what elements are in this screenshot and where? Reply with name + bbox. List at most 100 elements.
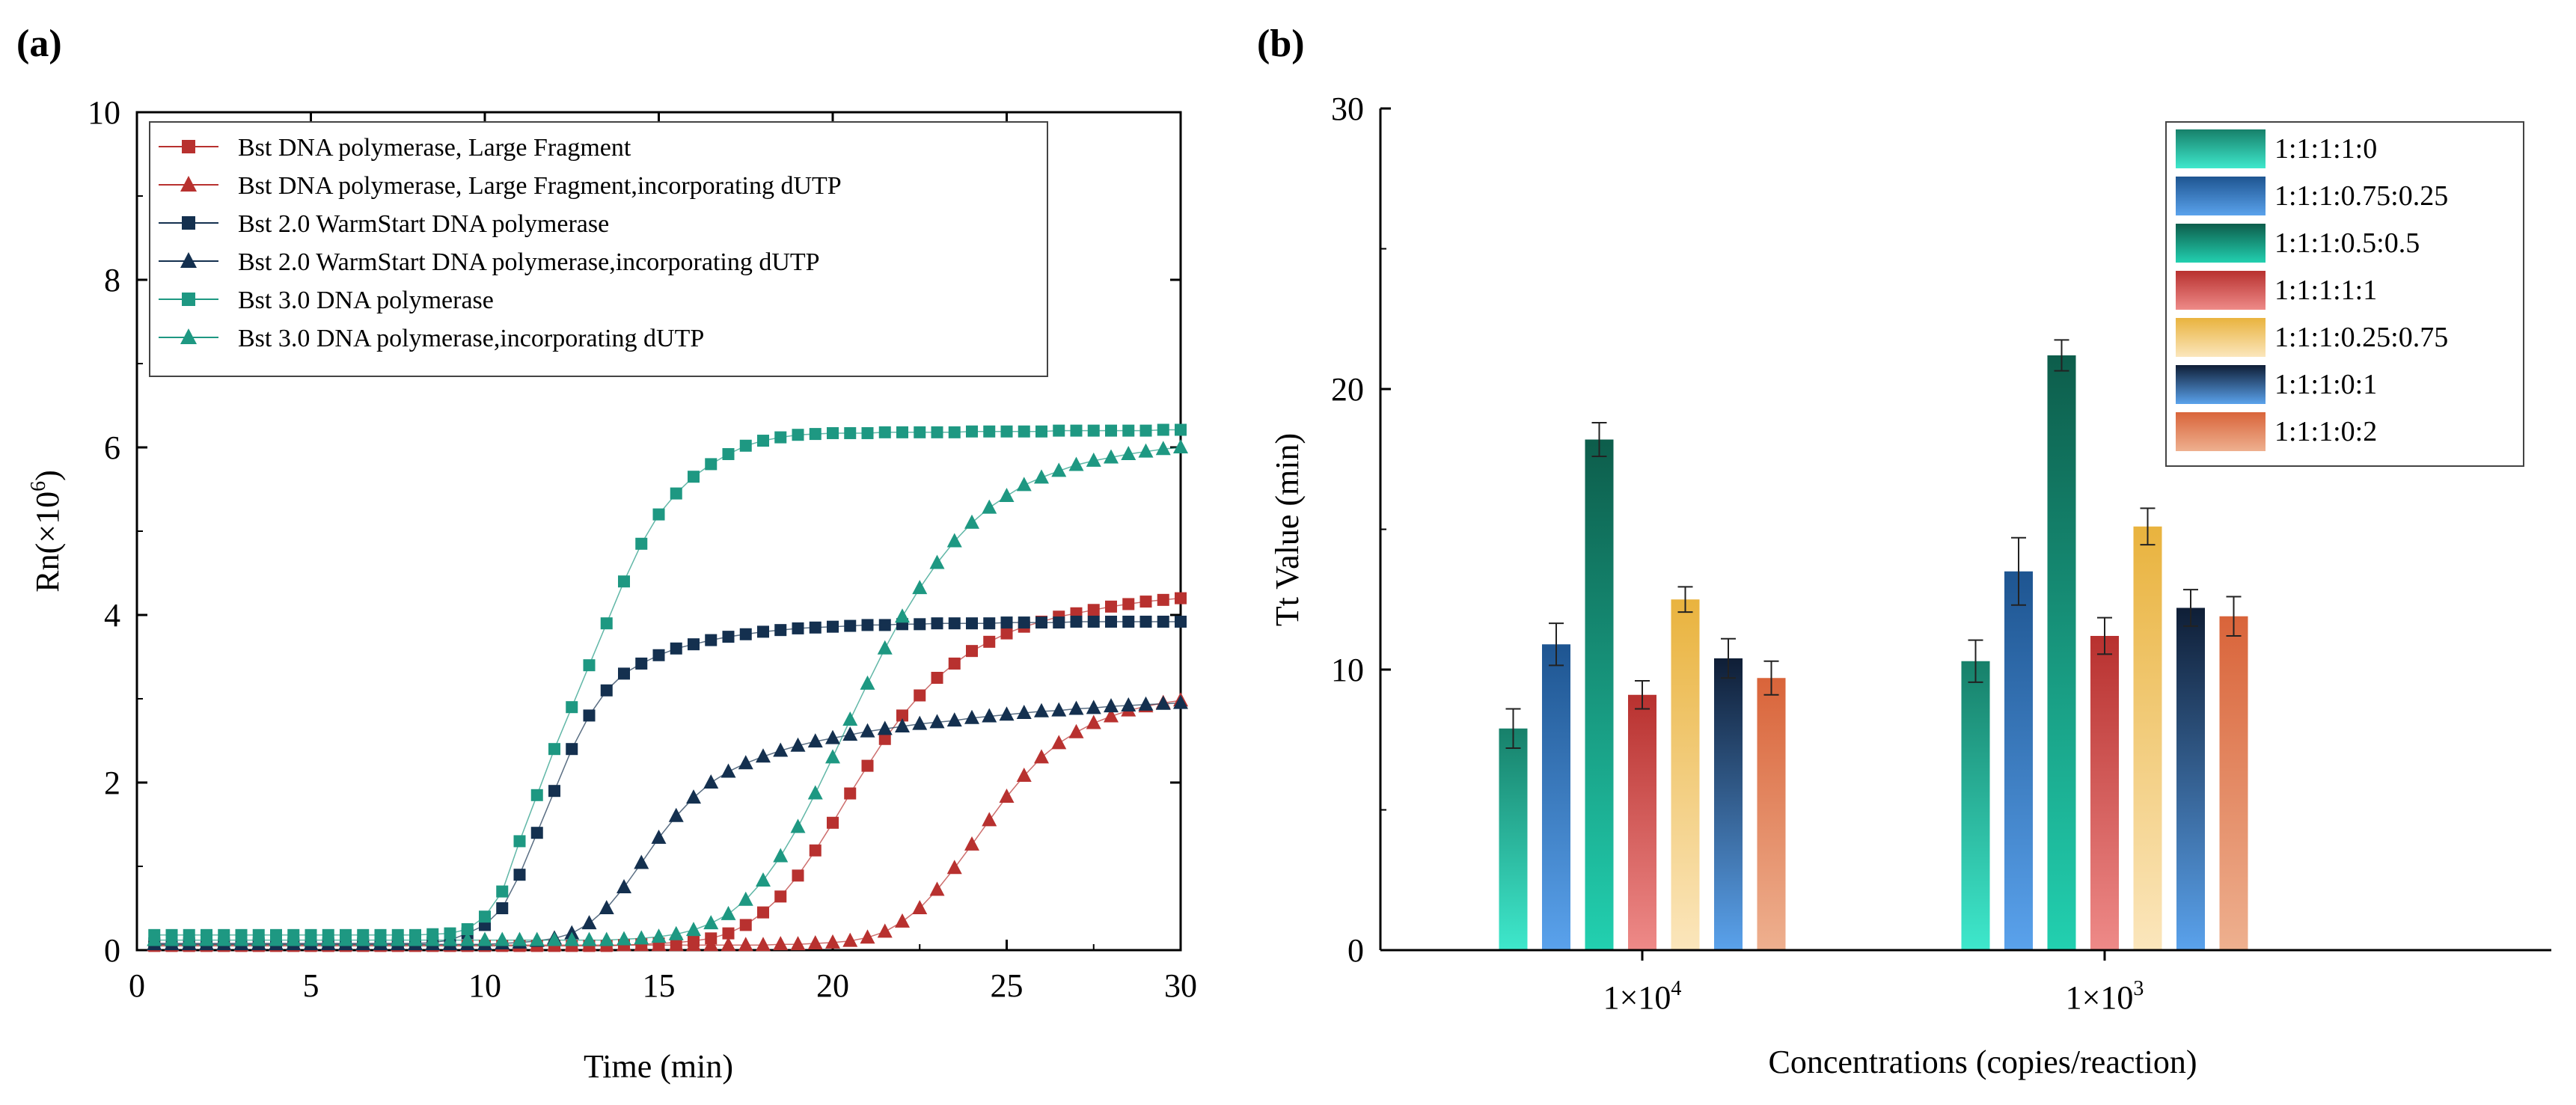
data-point-triangle (164, 931, 180, 946)
legend-swatch-b (2176, 318, 2266, 357)
y-tick-label-b: 20 (1331, 371, 1364, 408)
data-point-triangle (929, 714, 945, 729)
data-point-triangle (581, 931, 597, 946)
data-point-square (1035, 425, 1047, 438)
series-line-2 (154, 621, 1181, 944)
data-point-square (670, 487, 682, 500)
legend-marker-triangle (180, 176, 197, 192)
data-point-triangle (912, 580, 928, 595)
data-point-square (809, 621, 822, 634)
legend-box-a (149, 121, 1048, 377)
y-tick-label-b: 30 (1331, 91, 1364, 127)
y-tick-label-a: 10 (88, 94, 120, 131)
data-point-triangle (825, 729, 840, 744)
data-point-triangle (964, 514, 979, 529)
data-point-triangle (982, 708, 997, 723)
data-point-triangle (338, 931, 353, 946)
data-point-square (722, 631, 735, 643)
data-point-square (1000, 425, 1013, 438)
data-point-square (739, 439, 752, 452)
data-point-square (914, 689, 926, 702)
data-point-triangle (1104, 708, 1119, 723)
x-axis-label-a: Time (min) (584, 1048, 733, 1085)
data-point-triangle (738, 937, 753, 952)
data-point-square (1105, 424, 1117, 437)
legend-swatch-b (2176, 365, 2266, 404)
data-point-triangle (651, 937, 667, 952)
bar-2-cat-0 (1585, 439, 1614, 950)
data-point-triangle (703, 937, 719, 952)
y-axis-label-b: Tt Value (min) (1269, 433, 1306, 626)
data-point-triangle (964, 836, 979, 851)
data-point-triangle (999, 706, 1015, 721)
data-point-square (496, 885, 509, 898)
legend-marker-square (182, 140, 195, 153)
data-point-triangle (946, 712, 962, 727)
data-point-square (705, 458, 718, 471)
data-point-square (513, 835, 526, 848)
data-point-triangle (790, 936, 806, 951)
data-point-triangle (703, 915, 719, 930)
data-point-triangle (529, 931, 545, 946)
data-point-triangle (773, 936, 789, 951)
data-point-triangle (477, 931, 492, 946)
data-point-triangle (790, 818, 806, 833)
data-point-triangle (1068, 723, 1084, 738)
data-point-square (1000, 627, 1013, 640)
category-label-1: 1×103 (2066, 977, 2144, 1016)
data-point-square (931, 426, 943, 438)
data-point-square (652, 508, 665, 521)
data-point-triangle (703, 774, 719, 789)
data-point-triangle (303, 931, 319, 946)
data-point-triangle (807, 785, 823, 800)
data-point-triangle (721, 763, 736, 778)
data-point-triangle (895, 608, 910, 623)
data-point-square (496, 902, 509, 914)
data-point-triangle (269, 931, 284, 946)
data-point-square (878, 732, 891, 745)
data-point-triangle (895, 717, 910, 732)
data-point-square (1122, 598, 1135, 610)
data-point-triangle (425, 931, 441, 946)
data-point-triangle (251, 931, 266, 946)
data-point-triangle (1104, 449, 1119, 464)
data-point-triangle (1086, 700, 1101, 714)
data-point-triangle (564, 931, 580, 946)
data-point-triangle (929, 554, 945, 569)
data-point-square (844, 619, 857, 632)
data-point-triangle (373, 931, 388, 946)
data-point-square (688, 471, 700, 483)
legend-label-b: 1:1:1:0.5:0.5 (2274, 227, 2420, 259)
data-point-triangle (1121, 697, 1136, 711)
data-point-square (479, 910, 491, 923)
data-point-square (513, 869, 526, 881)
legend-label-a: Bst 3.0 DNA polymerase (238, 287, 494, 314)
data-point-triangle (1173, 694, 1188, 709)
y-tick-label-a: 0 (104, 932, 120, 969)
data-point-square (914, 618, 926, 631)
data-point-square (566, 701, 578, 714)
data-point-square (739, 628, 752, 640)
data-point-triangle (807, 935, 823, 950)
series-line-4 (154, 429, 1181, 936)
bar-5-cat-0 (1714, 658, 1743, 950)
legend-swatch-b (2176, 177, 2266, 215)
data-point-triangle (216, 931, 232, 946)
data-point-square (722, 447, 735, 460)
y-axis-label-a: Rn(×106) (27, 470, 66, 592)
legend-marker-triangle (180, 252, 197, 268)
legend-a: Bst DNA polymerase, Large Fragment Bst DN… (149, 121, 1048, 377)
y-tick-label-a: 4 (104, 597, 120, 634)
data-point-square (530, 789, 543, 801)
data-point-triangle (1068, 456, 1084, 471)
data-point-square (948, 617, 961, 630)
data-point-square (566, 743, 578, 756)
data-point-triangle (1155, 441, 1171, 456)
data-point-square (1157, 615, 1169, 628)
panel-b-label: (b) (1257, 22, 1305, 65)
x-tick-label-a: 10 (468, 967, 501, 1004)
data-point-triangle (877, 640, 893, 655)
x-tick-label-a: 20 (816, 967, 849, 1004)
data-point-triangle (512, 931, 527, 946)
